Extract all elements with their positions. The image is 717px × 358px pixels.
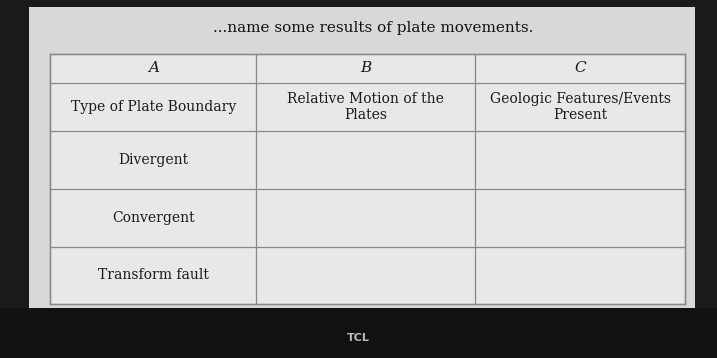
Bar: [0, 308, 717, 358]
Bar: [50, 54, 685, 304]
Bar: [695, 0, 717, 358]
Bar: [0, 0, 29, 358]
Text: A: A: [148, 61, 158, 75]
Text: TCL: TCL: [347, 333, 370, 343]
Text: B: B: [360, 61, 371, 75]
Text: TCL: TCL: [347, 333, 370, 343]
Text: Relative Motion of the
Plates: Relative Motion of the Plates: [288, 92, 445, 122]
Text: Convergent: Convergent: [112, 211, 194, 225]
Bar: [29, 7, 695, 308]
Text: Geologic Features/Events
Present: Geologic Features/Events Present: [490, 92, 670, 122]
Text: ...name some results of plate movements.: ...name some results of plate movements.: [213, 21, 533, 35]
Text: Transform fault: Transform fault: [98, 268, 209, 282]
Text: Type of Plate Boundary: Type of Plate Boundary: [71, 100, 236, 114]
Text: Divergent: Divergent: [118, 153, 189, 167]
Text: C: C: [574, 61, 586, 75]
